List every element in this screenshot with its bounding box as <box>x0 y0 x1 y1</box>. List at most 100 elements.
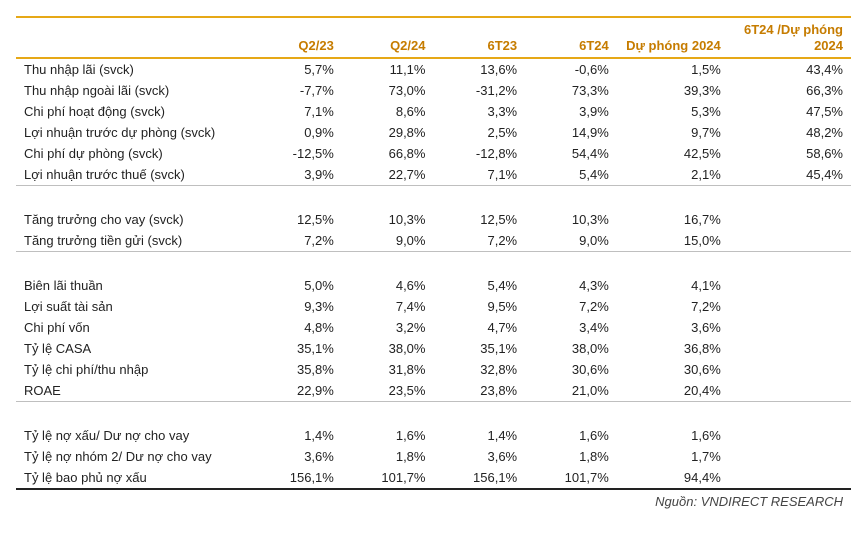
cell-value <box>729 275 851 296</box>
table-row: Biên lãi thuần5,0%4,6%5,4%4,3%4,1% <box>16 275 851 296</box>
cell-value <box>729 296 851 317</box>
cell-value: 3,6% <box>617 317 729 338</box>
cell-value: 2,1% <box>617 164 729 186</box>
cell-value: 3,9% <box>525 101 617 122</box>
cell-value: 38,0% <box>525 338 617 359</box>
col-header: Q2/24 <box>342 17 434 58</box>
table-row: ROAE22,9%23,5%23,8%21,0%20,4% <box>16 380 851 402</box>
cell-value: 30,6% <box>617 359 729 380</box>
cell-value: 5,3% <box>617 101 729 122</box>
cell-value: 94,4% <box>617 467 729 489</box>
cell-value: 22,9% <box>250 380 342 402</box>
row-label: Tỷ lệ CASA <box>16 338 250 359</box>
cell-value: 4,7% <box>433 317 525 338</box>
cell-value: 36,8% <box>617 338 729 359</box>
col-header: 6T24 /Dự phóng 2024 <box>729 17 851 58</box>
row-label: Tỷ lệ chi phí/thu nhập <box>16 359 250 380</box>
cell-value: 58,6% <box>729 143 851 164</box>
cell-value: 66,8% <box>342 143 434 164</box>
cell-value: 11,1% <box>342 58 434 80</box>
cell-value: 1,6% <box>525 425 617 446</box>
table-row: Tỷ lệ bao phủ nợ xấu156,1%101,7%156,1%10… <box>16 467 851 489</box>
table-row: Chi phí dự phòng (svck)-12,5%66,8%-12,8%… <box>16 143 851 164</box>
row-label: Tăng trưởng cho vay (svck) <box>16 209 250 230</box>
col-header-label <box>16 17 250 58</box>
cell-value: 3,9% <box>250 164 342 186</box>
cell-value: 1,8% <box>525 446 617 467</box>
row-label: Tăng trưởng tiền gửi (svck) <box>16 230 250 252</box>
col-header: Dự phóng 2024 <box>617 17 729 58</box>
cell-value: 9,0% <box>525 230 617 252</box>
cell-value: 7,1% <box>433 164 525 186</box>
cell-value: 23,8% <box>433 380 525 402</box>
table-row: Lợi nhuận trước thuế (svck)3,9%22,7%7,1%… <box>16 164 851 186</box>
cell-value <box>729 209 851 230</box>
row-label: Thu nhập ngoài lãi (svck) <box>16 80 250 101</box>
cell-value <box>729 230 851 252</box>
col-header: Q2/23 <box>250 17 342 58</box>
cell-value: 35,8% <box>250 359 342 380</box>
table-header: Q2/23Q2/246T236T24Dự phóng 20246T24 /Dự … <box>16 17 851 58</box>
row-label: Biên lãi thuần <box>16 275 250 296</box>
cell-value: 3,3% <box>433 101 525 122</box>
source-note: Nguồn: VNDIRECT RESEARCH <box>16 490 851 509</box>
cell-value: 30,6% <box>525 359 617 380</box>
row-label: Lợi nhuận trước thuế (svck) <box>16 164 250 186</box>
cell-value: 10,3% <box>342 209 434 230</box>
cell-value: -7,7% <box>250 80 342 101</box>
row-label: Tỷ lệ nợ nhóm 2/ Dư nợ cho vay <box>16 446 250 467</box>
table-row: Tỷ lệ CASA35,1%38,0%35,1%38,0%36,8% <box>16 338 851 359</box>
cell-value: 3,2% <box>342 317 434 338</box>
cell-value: 23,5% <box>342 380 434 402</box>
cell-value: 101,7% <box>525 467 617 489</box>
cell-value <box>729 467 851 489</box>
table-row: Tăng trưởng tiền gửi (svck)7,2%9,0%7,2%9… <box>16 230 851 252</box>
cell-value: 7,2% <box>617 296 729 317</box>
cell-value <box>729 359 851 380</box>
section-spacer <box>16 252 851 276</box>
table-row: Thu nhập ngoài lãi (svck)-7,7%73,0%-31,2… <box>16 80 851 101</box>
cell-value: 8,6% <box>342 101 434 122</box>
cell-value: 32,8% <box>433 359 525 380</box>
table-row: Tỷ lệ nợ xấu/ Dư nợ cho vay1,4%1,6%1,4%1… <box>16 425 851 446</box>
cell-value: 7,2% <box>250 230 342 252</box>
cell-value: -12,5% <box>250 143 342 164</box>
table-row: Thu nhập lãi (svck)5,7%11,1%13,6%-0,6%1,… <box>16 58 851 80</box>
cell-value: 45,4% <box>729 164 851 186</box>
cell-value: 5,4% <box>433 275 525 296</box>
cell-value: 4,8% <box>250 317 342 338</box>
cell-value: 101,7% <box>342 467 434 489</box>
section-spacer <box>16 186 851 210</box>
cell-value: 7,1% <box>250 101 342 122</box>
cell-value: 38,0% <box>342 338 434 359</box>
cell-value: 16,7% <box>617 209 729 230</box>
cell-value: 12,5% <box>433 209 525 230</box>
cell-value: 0,9% <box>250 122 342 143</box>
cell-value: 4,6% <box>342 275 434 296</box>
cell-value: 9,5% <box>433 296 525 317</box>
cell-value: 1,6% <box>617 425 729 446</box>
cell-value: 3,4% <box>525 317 617 338</box>
cell-value <box>729 446 851 467</box>
col-header: 6T23 <box>433 17 525 58</box>
cell-value: 5,0% <box>250 275 342 296</box>
cell-value: 42,5% <box>617 143 729 164</box>
cell-value: -12,8% <box>433 143 525 164</box>
row-label: ROAE <box>16 380 250 402</box>
cell-value <box>729 425 851 446</box>
cell-value: 73,3% <box>525 80 617 101</box>
cell-value: 156,1% <box>433 467 525 489</box>
cell-value: 4,3% <box>525 275 617 296</box>
cell-value: 3,6% <box>250 446 342 467</box>
cell-value: 13,6% <box>433 58 525 80</box>
row-label: Chi phí hoạt động (svck) <box>16 101 250 122</box>
cell-value: 54,4% <box>525 143 617 164</box>
cell-value: 5,4% <box>525 164 617 186</box>
cell-value: 43,4% <box>729 58 851 80</box>
cell-value <box>729 338 851 359</box>
cell-value: 39,3% <box>617 80 729 101</box>
table-row: Lợi suất tài sản9,3%7,4%9,5%7,2%7,2% <box>16 296 851 317</box>
row-label: Tỷ lệ nợ xấu/ Dư nợ cho vay <box>16 425 250 446</box>
table-row: Tăng trưởng cho vay (svck)12,5%10,3%12,5… <box>16 209 851 230</box>
cell-value: 48,2% <box>729 122 851 143</box>
